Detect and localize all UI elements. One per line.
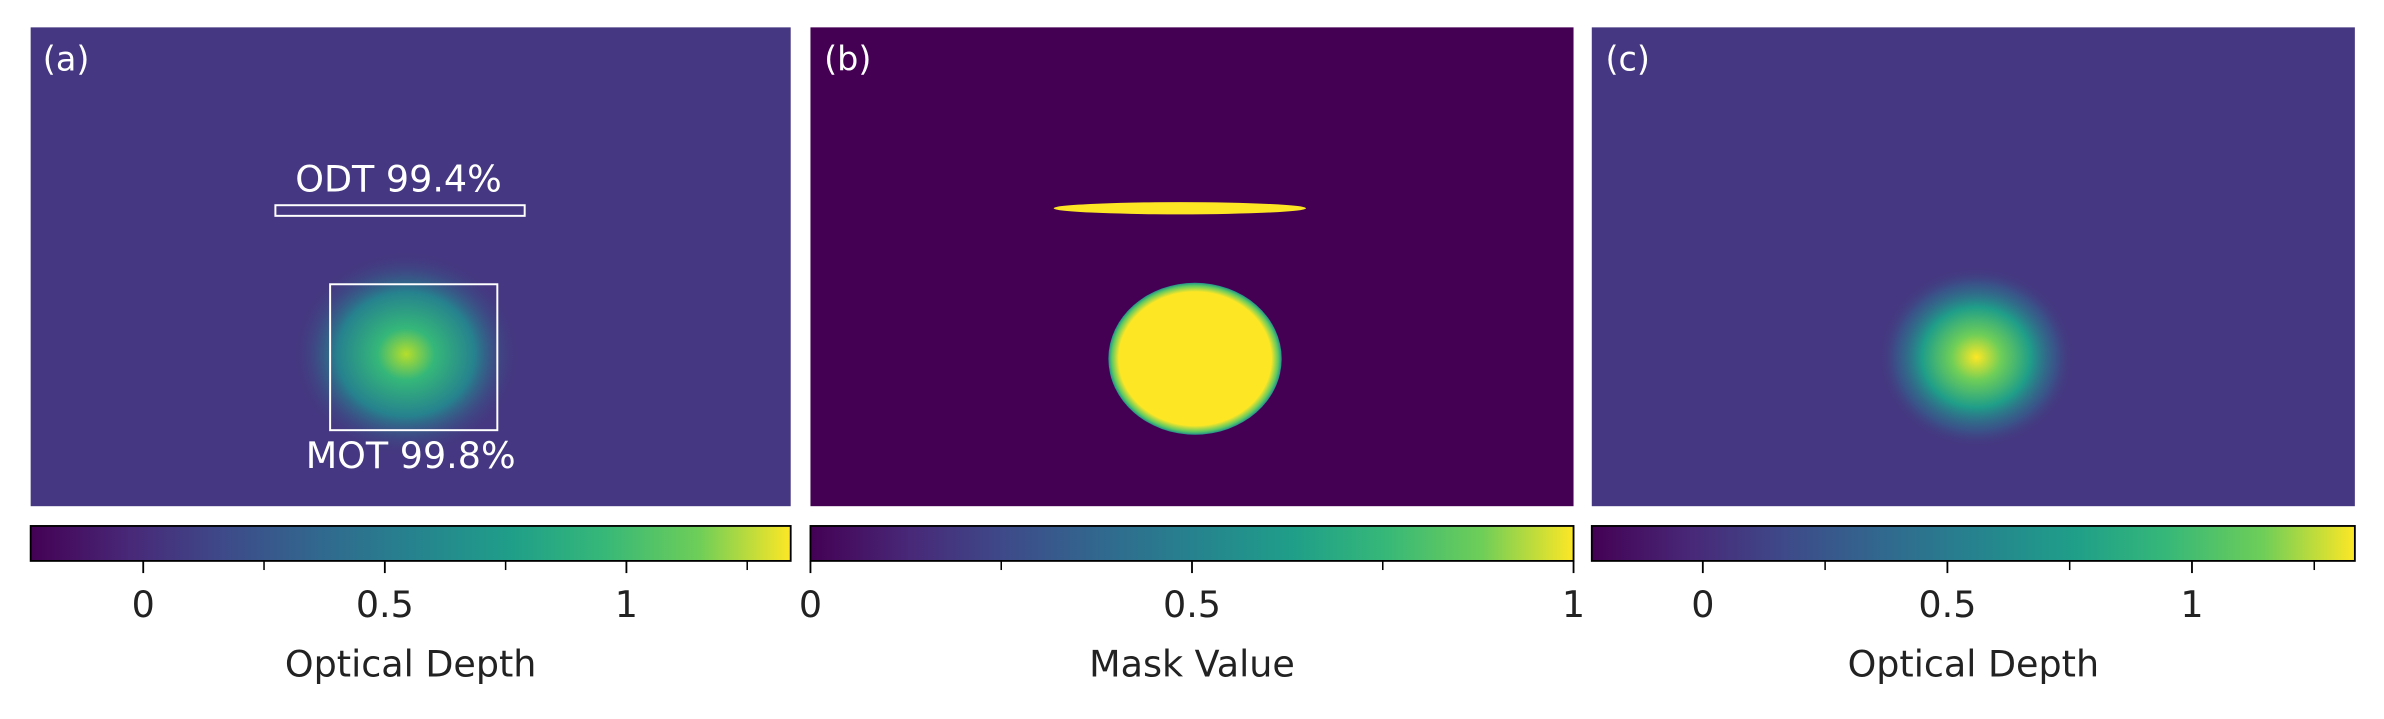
mot-mask [1108,282,1282,435]
odt-box [274,204,526,217]
tick-label: 0 [132,583,155,626]
tick-label: 0.5 [1918,583,1976,626]
colorbar [1590,525,2356,562]
odt-mask [1053,202,1307,215]
tick-label: 0.5 [1163,583,1221,626]
mot-box [329,283,499,432]
tick-label: 1 [1562,583,1585,626]
tick-label: 1 [615,583,638,626]
colorbar [29,525,792,562]
colorbar-label: Optical Depth [1848,642,2099,685]
panel-label: (a) [43,39,90,78]
annotation: ODT 99.4% [295,157,502,200]
tick-label: 1 [2180,583,2203,626]
annotation: MOT 99.8% [306,434,516,477]
colorbar-label: Optical Depth [285,642,537,685]
tick-label: 0 [1691,583,1714,626]
tick-label: 0.5 [356,583,414,626]
mot-fit [1877,266,2076,449]
panel-label: (c) [1605,39,1649,78]
mot-cloud [292,250,521,458]
colorbar-label: Mask Value [1089,642,1295,685]
tick-label: 0 [799,583,822,626]
colorbar [809,525,1575,562]
panel-label: (b) [824,39,871,78]
